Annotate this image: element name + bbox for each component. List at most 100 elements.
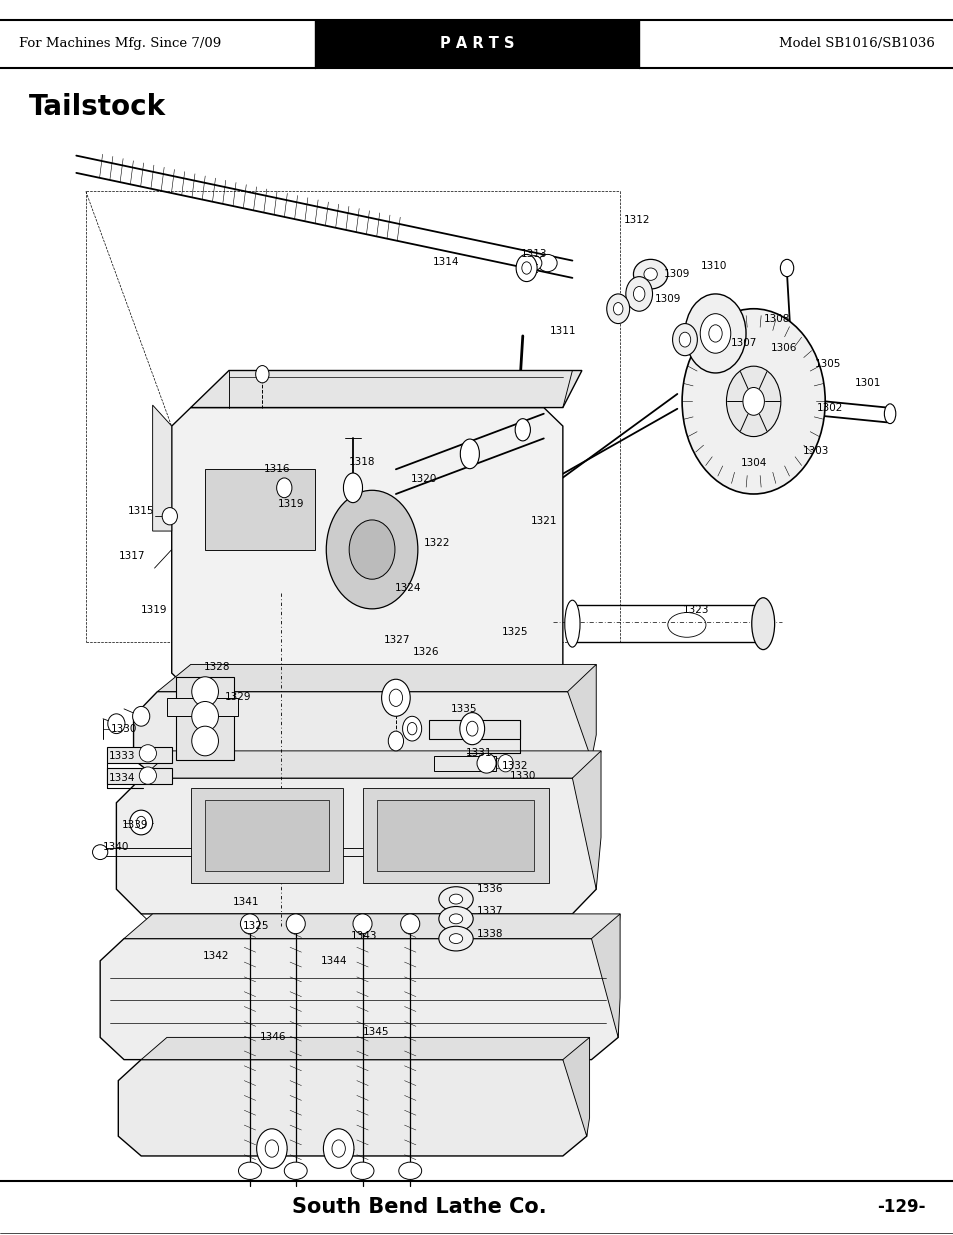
Polygon shape xyxy=(567,664,596,760)
Ellipse shape xyxy=(265,1140,278,1157)
Text: 1323: 1323 xyxy=(682,605,709,615)
Text: 1324: 1324 xyxy=(395,583,421,593)
Text: 1335: 1335 xyxy=(450,704,476,714)
Ellipse shape xyxy=(240,914,259,934)
Polygon shape xyxy=(434,756,496,771)
Text: -129-: -129- xyxy=(876,1198,924,1215)
Ellipse shape xyxy=(633,287,644,301)
Text: 1319: 1319 xyxy=(141,605,168,615)
Text: 1338: 1338 xyxy=(476,929,503,939)
Ellipse shape xyxy=(883,404,895,424)
Polygon shape xyxy=(124,914,619,939)
Ellipse shape xyxy=(476,753,496,773)
Ellipse shape xyxy=(323,1129,354,1168)
Text: 1312: 1312 xyxy=(623,215,650,225)
Ellipse shape xyxy=(402,716,421,741)
Ellipse shape xyxy=(466,721,477,736)
Ellipse shape xyxy=(130,810,152,835)
Ellipse shape xyxy=(459,713,484,745)
Ellipse shape xyxy=(700,314,730,353)
Polygon shape xyxy=(141,751,600,778)
Text: 1339: 1339 xyxy=(122,820,149,830)
Text: 1315: 1315 xyxy=(128,506,154,516)
Text: 1317: 1317 xyxy=(118,551,145,561)
Ellipse shape xyxy=(564,600,579,647)
Polygon shape xyxy=(429,720,519,739)
Ellipse shape xyxy=(537,254,557,272)
Text: 1325: 1325 xyxy=(501,627,528,637)
Ellipse shape xyxy=(407,722,416,735)
Text: 1318: 1318 xyxy=(349,457,375,467)
Text: 1341: 1341 xyxy=(233,897,259,906)
Ellipse shape xyxy=(708,325,721,342)
Ellipse shape xyxy=(438,926,473,951)
Polygon shape xyxy=(116,778,596,914)
Ellipse shape xyxy=(255,366,269,383)
Text: 1326: 1326 xyxy=(413,647,439,657)
Polygon shape xyxy=(152,405,172,531)
Text: 1302: 1302 xyxy=(816,403,842,412)
Polygon shape xyxy=(176,677,233,760)
Text: 1330: 1330 xyxy=(509,771,536,781)
Ellipse shape xyxy=(381,679,410,716)
Ellipse shape xyxy=(286,914,305,934)
Text: South Bend Lathe Co.: South Bend Lathe Co. xyxy=(293,1197,546,1216)
Text: 1310: 1310 xyxy=(700,261,726,270)
Ellipse shape xyxy=(672,324,697,356)
Ellipse shape xyxy=(284,1162,307,1179)
Ellipse shape xyxy=(449,894,462,904)
Ellipse shape xyxy=(139,767,156,784)
Ellipse shape xyxy=(526,256,541,270)
Ellipse shape xyxy=(633,259,667,289)
Text: 1327: 1327 xyxy=(383,635,410,645)
Text: 1313: 1313 xyxy=(520,249,547,259)
Ellipse shape xyxy=(606,294,629,324)
Text: 1337: 1337 xyxy=(476,906,503,916)
Text: 1342: 1342 xyxy=(202,951,229,961)
Text: 1330: 1330 xyxy=(111,724,137,734)
Text: 1325: 1325 xyxy=(242,921,269,931)
Polygon shape xyxy=(107,768,172,784)
Text: 1321: 1321 xyxy=(530,516,557,526)
Ellipse shape xyxy=(438,887,473,911)
Text: 1308: 1308 xyxy=(762,314,789,324)
Ellipse shape xyxy=(742,388,763,415)
Ellipse shape xyxy=(132,706,150,726)
Text: 1319: 1319 xyxy=(277,499,304,509)
Ellipse shape xyxy=(613,303,622,315)
Text: 1345: 1345 xyxy=(362,1028,389,1037)
Ellipse shape xyxy=(751,598,774,650)
Ellipse shape xyxy=(681,309,824,494)
Text: 1343: 1343 xyxy=(351,931,377,941)
Polygon shape xyxy=(141,1037,589,1060)
Ellipse shape xyxy=(332,1140,345,1157)
Polygon shape xyxy=(191,370,581,408)
Ellipse shape xyxy=(238,1162,261,1179)
Polygon shape xyxy=(167,698,238,716)
Ellipse shape xyxy=(136,816,146,829)
Polygon shape xyxy=(376,800,534,871)
Text: 1309: 1309 xyxy=(663,269,690,279)
Ellipse shape xyxy=(625,277,652,311)
Text: 1301: 1301 xyxy=(854,378,881,388)
Polygon shape xyxy=(107,747,172,763)
Polygon shape xyxy=(572,751,600,889)
Polygon shape xyxy=(205,469,314,550)
Ellipse shape xyxy=(388,731,403,751)
Text: 1332: 1332 xyxy=(501,761,528,771)
Text: Tailstock: Tailstock xyxy=(29,93,166,121)
Text: 1333: 1333 xyxy=(109,751,135,761)
Text: 1340: 1340 xyxy=(103,842,130,852)
Text: For Machines Mfg. Since 7/09: For Machines Mfg. Since 7/09 xyxy=(19,37,221,51)
Ellipse shape xyxy=(449,934,462,944)
Ellipse shape xyxy=(353,914,372,934)
Ellipse shape xyxy=(679,332,690,347)
Ellipse shape xyxy=(516,254,537,282)
Ellipse shape xyxy=(343,473,362,503)
Ellipse shape xyxy=(139,745,156,762)
Polygon shape xyxy=(205,800,329,871)
Text: 1306: 1306 xyxy=(770,343,797,353)
Polygon shape xyxy=(100,939,618,1060)
Ellipse shape xyxy=(400,914,419,934)
Ellipse shape xyxy=(351,1162,374,1179)
